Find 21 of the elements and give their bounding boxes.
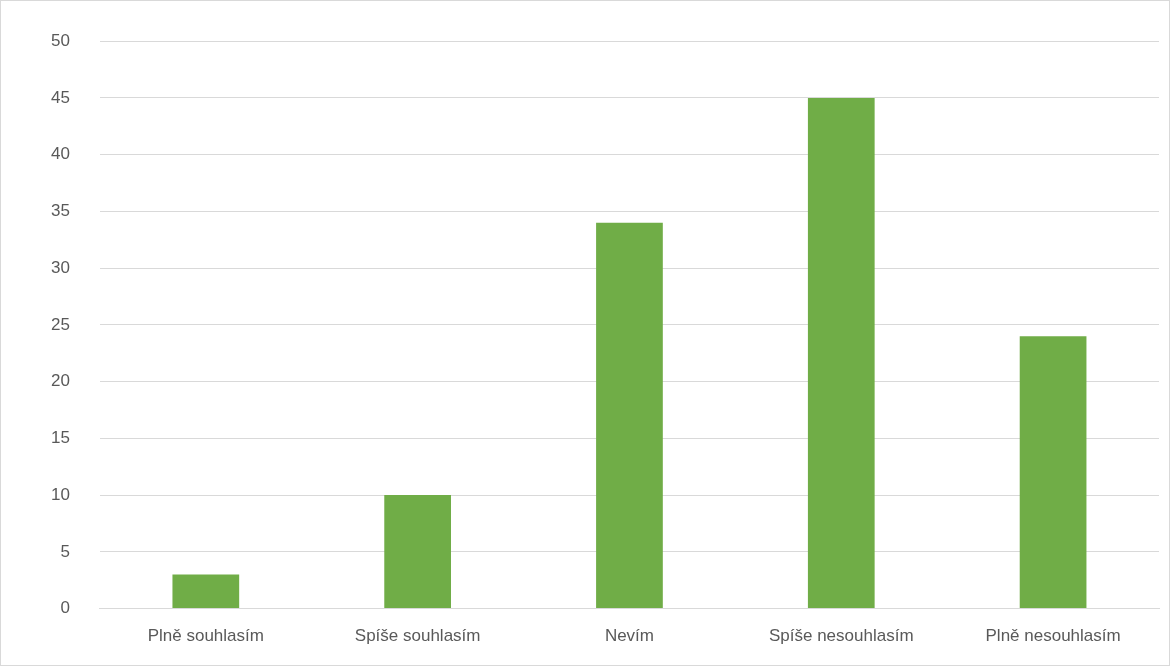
x-tick-label: Plně souhlasím: [147, 626, 264, 646]
y-tick-label: 30: [50, 257, 70, 277]
y-tick-label: 25: [50, 314, 70, 334]
y-tick-label: 40: [50, 144, 70, 164]
y-tick-label: 5: [60, 541, 70, 561]
bar: [384, 495, 451, 609]
y-tick-label: 0: [60, 598, 70, 618]
y-tick-label: 50: [50, 30, 70, 50]
x-tick-label: Plně nesouhlasím: [985, 626, 1121, 646]
x-tick-label: Nevím: [604, 626, 655, 646]
y-tick-label: 10: [50, 484, 70, 504]
x-tick-label: Spíše nesouhlasím: [768, 626, 914, 646]
bar: [596, 222, 663, 609]
y-tick-label: 20: [50, 371, 70, 391]
bar: [807, 97, 875, 609]
x-tick-label: Spíše souhlasím: [354, 626, 481, 646]
bar: [172, 574, 240, 609]
bar: [1019, 336, 1087, 609]
y-tick-label: 35: [50, 201, 70, 221]
y-tick-label: 45: [50, 87, 70, 107]
y-tick-label: 15: [50, 428, 70, 448]
